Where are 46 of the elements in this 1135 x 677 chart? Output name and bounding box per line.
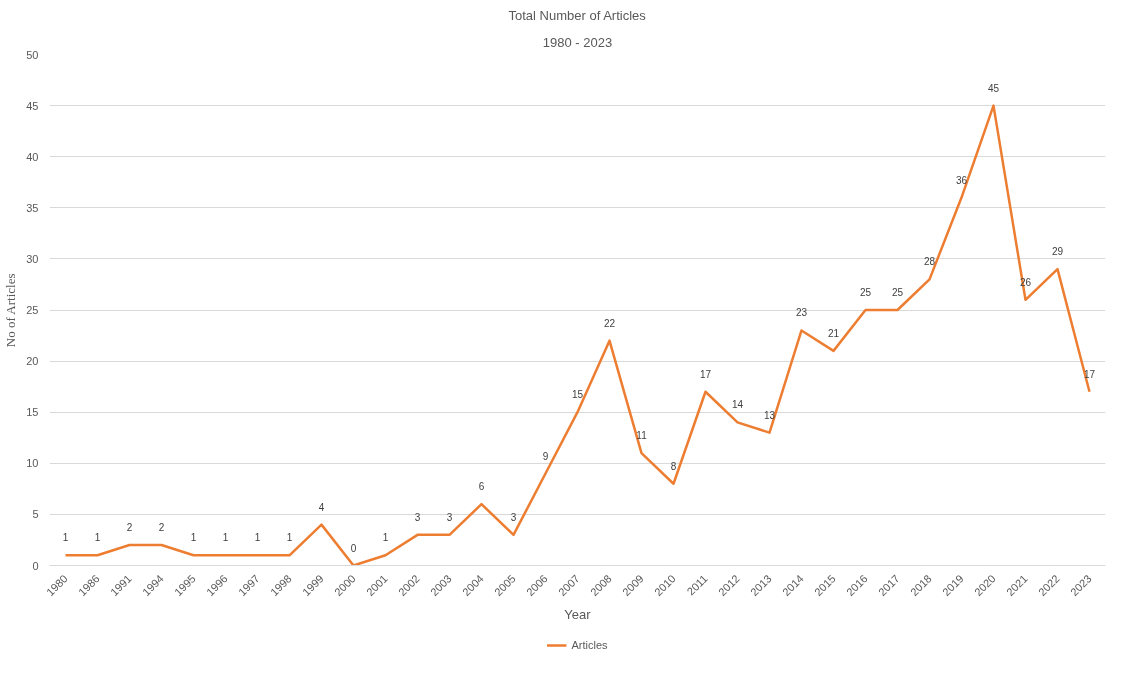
data-label: 15 — [571, 389, 584, 401]
data-label: 3 — [446, 511, 453, 523]
data-label: 36 — [955, 174, 968, 186]
legend-label: Articles — [571, 639, 608, 651]
y-tick-label: 10 — [26, 457, 39, 470]
data-label: 3 — [414, 511, 421, 523]
data-label: 3 — [510, 511, 517, 523]
y-axis-title: No of Articles — [3, 273, 19, 348]
data-label: 1 — [254, 532, 261, 544]
data-label: 25 — [891, 287, 904, 298]
data-label: 9 — [542, 450, 549, 462]
data-label: 22 — [603, 317, 616, 329]
data-label: 2 — [126, 522, 133, 534]
data-label: 23 — [795, 307, 808, 319]
y-tick-label: 30 — [26, 252, 39, 265]
data-label: 1 — [62, 532, 69, 544]
y-tick-label: 35 — [26, 201, 39, 214]
data-label: 0 — [350, 542, 357, 554]
x-axis-title: Year — [564, 607, 592, 623]
data-label: 45 — [987, 82, 1000, 94]
data-label: 6 — [478, 481, 485, 493]
data-label: 28 — [923, 256, 936, 268]
y-tick-label: 25 — [26, 304, 39, 316]
chart-subtitle: 1980 - 2023 — [542, 34, 613, 50]
data-label: 1 — [190, 532, 197, 544]
y-tick-label: 45 — [26, 99, 39, 112]
data-label: 1 — [94, 532, 101, 544]
y-tick-label: 40 — [26, 150, 39, 163]
data-label: 4 — [318, 501, 325, 513]
y-tick-label: 5 — [32, 508, 39, 521]
data-label: 14 — [731, 399, 744, 411]
y-tick-label: 0 — [32, 559, 39, 572]
y-tick-label: 15 — [26, 406, 39, 419]
data-label: 8 — [670, 460, 677, 472]
data-label: 25 — [859, 287, 872, 298]
y-tick-label: 50 — [26, 48, 39, 61]
data-label: 17 — [699, 368, 712, 380]
data-label: 2 — [158, 522, 165, 534]
data-label: 11 — [636, 430, 648, 442]
y-tick-label: 20 — [26, 355, 39, 368]
data-label: 29 — [1051, 246, 1064, 258]
data-label: 1 — [286, 532, 293, 544]
data-label: 1 — [222, 532, 229, 544]
data-label: 21 — [827, 327, 840, 339]
data-label: 1 — [382, 532, 389, 544]
chart-title: Total Number of Articles — [508, 7, 647, 23]
